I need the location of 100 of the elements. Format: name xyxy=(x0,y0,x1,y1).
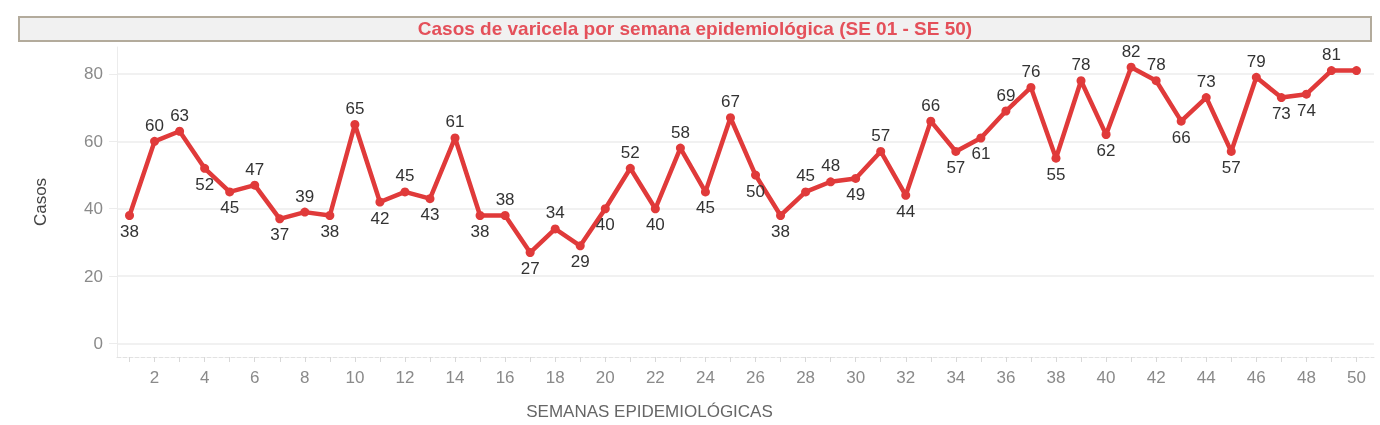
x-tick-label: 50 xyxy=(1347,368,1366,387)
point xyxy=(1351,66,1361,76)
x-tick-label: 14 xyxy=(445,368,465,387)
x-tick-label: 20 xyxy=(595,368,615,387)
chart-title: Casos de varicela por semana epidemiológica (SE 01 - SE 50) xyxy=(18,16,1372,42)
point xyxy=(1201,93,1211,103)
point xyxy=(1176,116,1186,126)
data-label: 79 xyxy=(1246,51,1266,71)
data-label: 43 xyxy=(420,205,440,225)
data-label: 58 xyxy=(670,122,690,142)
point xyxy=(1276,93,1286,103)
data-label: 78 xyxy=(1071,55,1091,75)
point xyxy=(1126,62,1136,72)
data-label: 50 xyxy=(746,181,765,201)
point xyxy=(1251,72,1261,82)
point xyxy=(776,210,786,220)
x-tick-label: 22 xyxy=(645,368,665,387)
point xyxy=(1151,76,1161,86)
data-label: 44 xyxy=(896,201,916,221)
data-label: 42 xyxy=(370,208,390,228)
data-label: 55 xyxy=(1046,164,1066,184)
point xyxy=(275,214,285,224)
point xyxy=(575,241,585,251)
data-label: 57 xyxy=(1221,157,1241,177)
x-tick-label: 36 xyxy=(996,368,1016,387)
x-tick-label: 26 xyxy=(746,368,765,387)
data-label: 34 xyxy=(545,203,565,223)
data-label: 61 xyxy=(445,112,465,132)
point xyxy=(826,177,836,187)
x-tick-label: 18 xyxy=(545,368,565,387)
point xyxy=(175,126,185,136)
point xyxy=(375,197,385,207)
data-label: 39 xyxy=(295,186,315,206)
x-tick-label: 8 xyxy=(300,368,310,387)
data-label: 76 xyxy=(1021,61,1041,81)
x-tick-label: 32 xyxy=(896,368,916,387)
data-label: 61 xyxy=(971,144,991,164)
x-tick-label: 10 xyxy=(345,368,365,387)
point xyxy=(926,116,936,126)
y-tick-label: 20 xyxy=(84,266,103,286)
data-label: 52 xyxy=(620,142,640,162)
point xyxy=(700,187,710,197)
data-label: 69 xyxy=(996,85,1016,105)
point xyxy=(400,187,410,197)
data-label: 38 xyxy=(120,221,139,241)
point xyxy=(876,146,886,156)
data-label: 66 xyxy=(1171,127,1191,147)
y-tick-label: 80 xyxy=(84,64,103,84)
data-label: 63 xyxy=(170,105,190,125)
y-tick-label: 60 xyxy=(84,131,103,151)
data-label: 45 xyxy=(796,166,816,186)
x-tick-label: 2 xyxy=(149,368,160,387)
point xyxy=(801,187,811,197)
data-label: 38 xyxy=(470,221,490,241)
x-tick-label: 40 xyxy=(1096,368,1116,387)
point xyxy=(1301,89,1311,99)
x-tick-label: 28 xyxy=(796,368,816,387)
data-label: 57 xyxy=(871,125,891,145)
point xyxy=(200,163,210,173)
data-label: 40 xyxy=(645,215,665,235)
data-label: 57 xyxy=(946,157,966,177)
x-tick-label: 6 xyxy=(249,368,260,387)
y-axis-title: Casos xyxy=(31,177,50,227)
data-label: 62 xyxy=(1096,141,1116,161)
data-label: 45 xyxy=(395,166,415,186)
data-label: 45 xyxy=(695,198,715,218)
data-label: 65 xyxy=(345,99,365,118)
data-label: 73 xyxy=(1271,104,1291,124)
data-label: 52 xyxy=(195,174,215,194)
data-label: 82 xyxy=(1121,41,1141,61)
x-tick-label: 24 xyxy=(695,368,715,387)
point xyxy=(300,207,310,217)
x-tick-label: 46 xyxy=(1246,368,1266,387)
point xyxy=(851,173,861,183)
data-label: 40 xyxy=(595,215,615,235)
point xyxy=(500,210,510,220)
point xyxy=(125,210,135,220)
point xyxy=(475,210,485,220)
point xyxy=(225,187,235,197)
data-label: 73 xyxy=(1196,72,1216,92)
data-label: 47 xyxy=(245,159,265,179)
point xyxy=(425,194,435,204)
point xyxy=(625,163,635,173)
data-label: 37 xyxy=(270,225,290,245)
point xyxy=(600,204,610,214)
data-label: 29 xyxy=(570,252,590,272)
x-tick-label: 34 xyxy=(946,368,966,387)
point xyxy=(751,170,761,180)
x-tick-label: 12 xyxy=(395,368,415,387)
x-axis-title: SEMANAS EPIDEMIOLÓGICAS xyxy=(526,402,773,421)
point xyxy=(951,146,961,156)
point xyxy=(976,133,986,143)
y-tick-label: 40 xyxy=(84,199,103,219)
point xyxy=(150,136,160,146)
data-label: 38 xyxy=(320,221,340,241)
point xyxy=(550,224,560,234)
data-label: 38 xyxy=(771,221,791,241)
x-tick-label: 42 xyxy=(1146,368,1166,387)
data-label: 49 xyxy=(846,184,866,204)
data-label: 78 xyxy=(1146,55,1166,75)
